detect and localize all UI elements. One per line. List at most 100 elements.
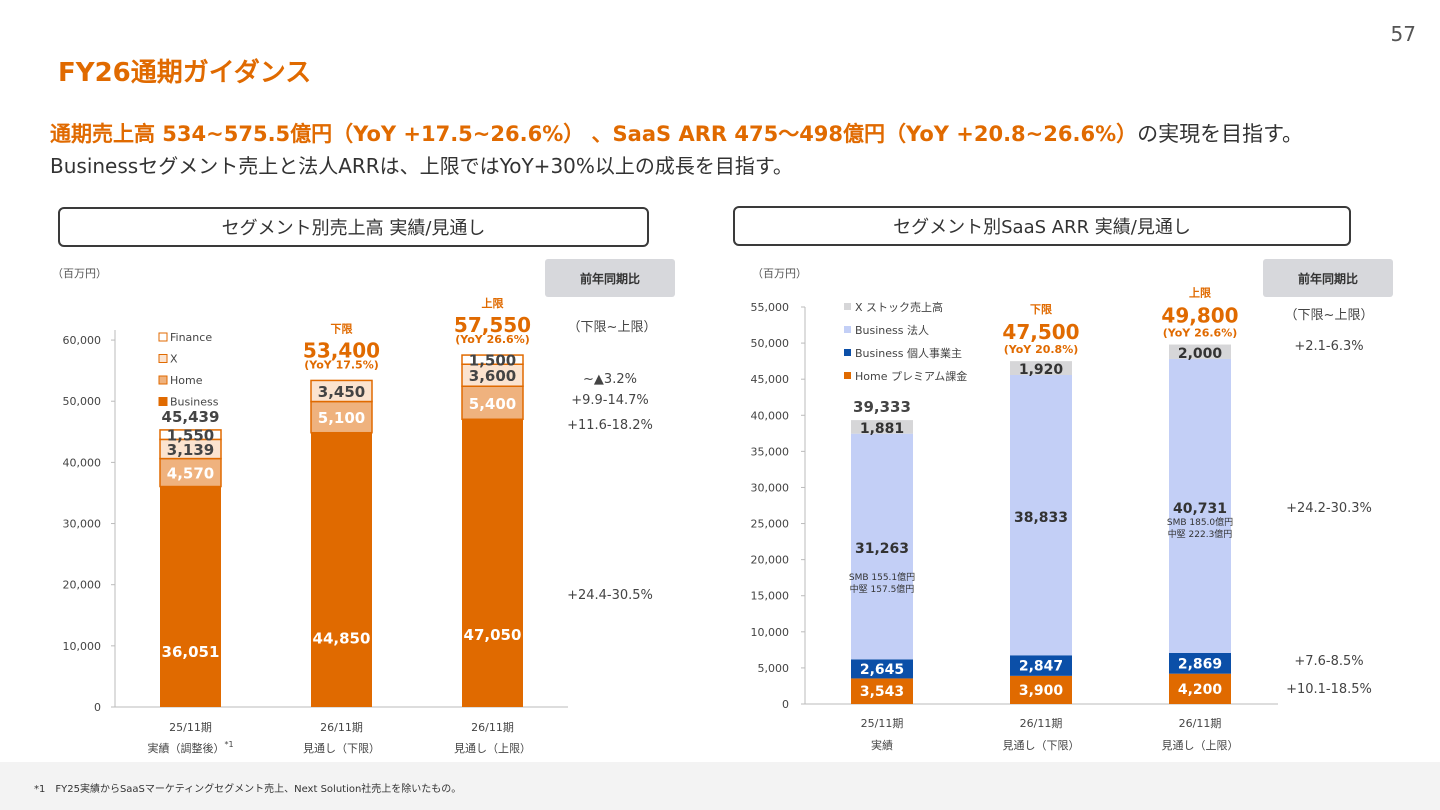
arr-yoy-note: +10.1-18.5%	[1286, 682, 1372, 697]
arr-y-tick-label: 55,000	[751, 301, 790, 314]
arr-bar-segment	[851, 420, 913, 434]
arr-legend-label: Home プレミアム課金	[855, 369, 967, 383]
arr-yoy-range-label: （下限~上限）	[1285, 308, 1374, 323]
arr-legend-swatch	[844, 372, 851, 379]
sales-legend-swatch	[158, 332, 168, 342]
arr-unit-label: （百万円）	[752, 267, 807, 280]
sales-yoy-note: +9.9-14.7%	[571, 393, 649, 408]
sales-bar-finance	[159, 429, 222, 441]
sales-bar-home	[159, 457, 222, 488]
sales-bar-label: 5,400	[469, 395, 516, 413]
arr-total-value: 47,500	[1002, 320, 1079, 344]
arr-bar-label: 1,881	[860, 421, 904, 437]
sales-y-tick-label: 60,000	[63, 334, 102, 347]
sales-chart: 0 10,000 20,000 30,000 40,000 50,000 60,000 36,…	[63, 296, 657, 755]
sales-bar-business	[160, 486, 221, 707]
sales-bar-finance	[461, 354, 524, 365]
sales-bar-business	[462, 419, 523, 707]
arr-total-value: 39,333	[853, 398, 911, 416]
sales-total-yoy: (YoY 17.5%)	[304, 358, 379, 371]
sales-total-tag: 上限	[482, 296, 504, 310]
sales-y-tick-label: 10,000	[63, 640, 102, 653]
arr-y-tick-label: 20,000	[751, 554, 790, 567]
arr-y-tick-label: 30,000	[751, 481, 790, 494]
sales-y-tick-label: 0	[94, 701, 101, 714]
page-number: 57	[1390, 22, 1416, 46]
arr-yoy-note: +2.1-6.3%	[1294, 339, 1363, 354]
arr-bar-segment	[1169, 344, 1231, 359]
footer-bar	[0, 762, 1440, 810]
sales-yoy-note: +24.4-30.5%	[567, 588, 653, 603]
sales-bar-label: 5,100	[318, 409, 365, 427]
sales-bar-label: 1,500	[469, 352, 516, 370]
arr-y-tick-label: 25,000	[751, 518, 790, 531]
sales-category-sublabel: 見通し（上限）	[454, 742, 531, 755]
arr-y-tick-label: 45,000	[751, 373, 790, 386]
arr-category-label: 26/11期	[1020, 717, 1063, 730]
sales-total-value: 53,400	[303, 338, 380, 362]
sales-bar-home	[461, 385, 524, 421]
arr-legend-label: Business 法人	[855, 323, 929, 337]
arr-corp-breakdown: SMB 185.0億円	[1167, 516, 1233, 528]
sales-legend-swatch	[158, 354, 168, 363]
arr-bar-segment	[1169, 358, 1231, 653]
arr-category-sublabel: 見通し（下限）	[1003, 739, 1080, 752]
arr-corp-breakdown: 中堅 157.5億円	[850, 583, 915, 595]
arr-bar-segment	[1010, 374, 1072, 656]
sales-legend-label: Business	[170, 396, 219, 409]
sales-category-label: 26/11期	[320, 721, 363, 734]
arr-category-sublabel: 見通し（上限）	[1162, 739, 1239, 752]
arr-bar-label: 3,543	[860, 684, 904, 700]
sales-bar-label: 1,550	[167, 427, 214, 445]
arr-y-tick-label: 10,000	[751, 626, 790, 639]
arr-total-yoy: (YoY 26.6%)	[1163, 327, 1238, 340]
arr-corp-breakdown: SMB 155.1億円	[849, 571, 915, 583]
sales-total-yoy: (YoY 26.6%)	[455, 333, 530, 346]
sales-category-label: 26/11期	[471, 721, 514, 734]
sales-total-value: 45,439	[162, 408, 220, 426]
arr-bar-segment	[1010, 675, 1072, 704]
arr-legend-swatch	[844, 349, 851, 356]
arr-bar-label: 2,000	[1178, 346, 1223, 362]
arr-legend-swatch	[844, 303, 851, 310]
arr-chart: 0 5,000 10,000 15,000 20,000 25,000 30,000 35,0…	[751, 286, 1374, 752]
guidance-detail: Businessセグメント売上と法人ARRは、上限ではYoY+30%以上の成長を…	[50, 154, 793, 178]
guidance-suffix: の実現を目指す。	[1137, 122, 1304, 146]
sales-bar-label: 3,600	[469, 367, 516, 385]
page-title: FY26通期ガイダンス	[58, 58, 312, 88]
sales-yoy-range-label: （下限~上限）	[568, 320, 657, 335]
arr-chart-header: セグメント別SaaS ARR 実績/見通し	[733, 206, 1351, 246]
sales-legend-swatch	[158, 397, 168, 406]
arr-bar-segment	[851, 678, 913, 704]
sales-bar-label: 3,450	[318, 383, 365, 401]
arr-total-yoy: (YoY 20.8%)	[1004, 343, 1079, 356]
sales-chart-header: セグメント別売上高 実績/見通し	[58, 207, 649, 247]
arr-y-tick-label: 40,000	[751, 409, 790, 422]
sales-bar-label: 3,139	[167, 441, 214, 459]
arr-legend-label: Business 個人事業主	[855, 347, 962, 360]
arr-y-tick-label: 15,000	[751, 590, 790, 603]
sales-legend-label: X	[170, 353, 178, 366]
sales-bar-label: 44,850	[313, 629, 371, 647]
sales-y-tick-label: 30,000	[63, 518, 102, 531]
arr-total-value: 49,800	[1161, 304, 1238, 328]
arr-bar-label: 2,645	[860, 662, 904, 678]
sales-total-value: 57,550	[454, 313, 531, 337]
sales-y-tick-label: 50,000	[63, 395, 102, 408]
arr-bar-segment	[851, 433, 913, 660]
arr-category-label: 25/11期	[861, 717, 904, 730]
sales-bar-x	[310, 379, 373, 403]
sales-y-tick-label: 20,000	[63, 579, 102, 592]
arr-yoy-note: +7.6-8.5%	[1294, 654, 1363, 669]
arr-bar-segment	[1169, 673, 1231, 704]
arr-bar-label: 4,200	[1178, 682, 1223, 698]
sales-unit-label: （百万円）	[52, 267, 107, 280]
arr-bar-segment	[1010, 361, 1072, 375]
arr-bar-label: 40,731	[1173, 501, 1227, 517]
arr-bar-segment	[1169, 652, 1231, 674]
arr-corp-breakdown: 中堅 222.3億円	[1168, 528, 1233, 540]
sales-total-tag: 下限	[331, 321, 353, 335]
guidance-highlight: 通期売上高 534~575.5億円（YoY +17.5~26.6%） 、SaaS…	[50, 122, 1138, 146]
arr-category-label: 26/11期	[1179, 717, 1222, 730]
arr-category-sublabel: 実績	[871, 738, 893, 752]
